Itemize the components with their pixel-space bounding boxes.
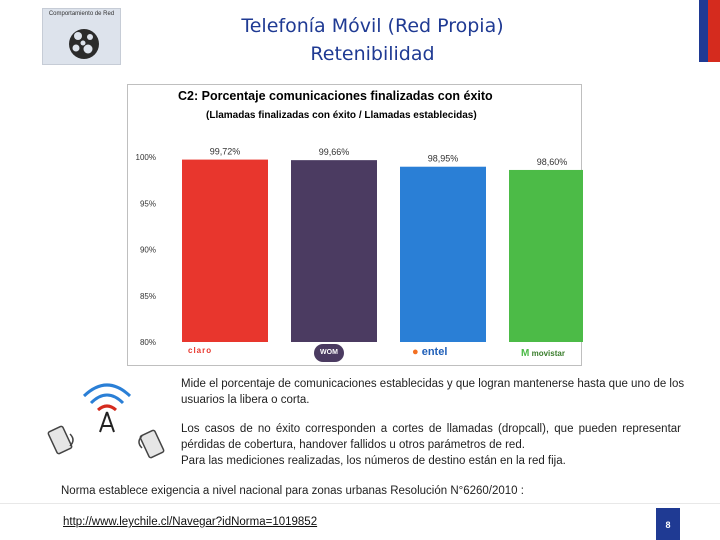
bar-wom [291, 160, 377, 342]
page-title: Telefonía Móvil (Red Propia) Retenibilid… [200, 12, 545, 68]
y-tick-label: 80% [140, 338, 156, 347]
chart-subtitle: (Llamadas finalizadas con éxito / Llamad… [206, 110, 477, 121]
bar-entel [400, 166, 486, 342]
brand-label-movistar: movistar [531, 349, 565, 358]
measurement-note-text: Para las mediciones realizadas, los núme… [181, 455, 566, 467]
chart-title: C2: Porcentaje comunicaciones finalizada… [178, 89, 493, 103]
brand-logo-entel: ● entel [412, 346, 447, 358]
y-tick-label: 95% [140, 199, 156, 208]
brand-label-claro: claro [188, 346, 213, 355]
brand-label-entel: entel [421, 346, 448, 358]
data-label: 98,60% [537, 157, 568, 167]
data-label: 99,66% [319, 147, 350, 157]
description-text: Mide el porcentaje de comunicaciones est… [181, 378, 685, 406]
entel-e-icon: ● [412, 346, 419, 358]
failure-causes-text: Los casos de no éxito corresponden a cor… [181, 423, 681, 451]
brand-logo-movistar: M movistar [521, 348, 565, 359]
norma-text: Norma establece exigencia a nivel nacion… [61, 485, 524, 497]
flag-red-stripe [708, 0, 720, 62]
bar-claro [182, 159, 268, 342]
y-tick-label: 85% [140, 292, 156, 301]
data-label: 98,95% [428, 154, 459, 164]
footer-divider [0, 503, 720, 504]
phone-right-icon [138, 429, 165, 459]
bar-chart: 80% 85% 90% 95% 100% 99,72% 99,66% 98,95% 98,60% [136, 147, 583, 347]
brand-label-wom: WOM [320, 349, 338, 356]
y-tick-label: 100% [136, 153, 156, 162]
page-title-line-1: Telefonía Móvil (Red Propia) [241, 15, 504, 37]
antenna-phones-graphic [47, 383, 165, 459]
bar-movistar [509, 169, 583, 342]
movistar-m-icon: M [521, 348, 530, 359]
network-globe-icon [69, 29, 99, 59]
phone-left-icon [47, 425, 74, 455]
page-title-line-2: Retenibilidad [310, 43, 435, 65]
badge-label: Comportamiento de Red [48, 11, 115, 17]
chart-panel: 80% 85% 90% 95% 100% 99,72% 99,66% 98,95% 98,60%… [127, 84, 583, 366]
data-label: 99,72% [210, 147, 241, 157]
brand-logo-claro: claro [188, 346, 212, 355]
page-number: 8 [656, 508, 680, 540]
y-tick-label: 90% [140, 246, 156, 255]
norma-link[interactable]: http://www.leychile.cl/Navegar?idNorma=1… [63, 516, 318, 528]
flag-blue-stripe [699, 0, 708, 62]
brand-logo-wom: WOM [314, 344, 344, 362]
antenna-icon [82, 383, 132, 412]
category-badge: Comportamiento de Red [42, 8, 121, 65]
